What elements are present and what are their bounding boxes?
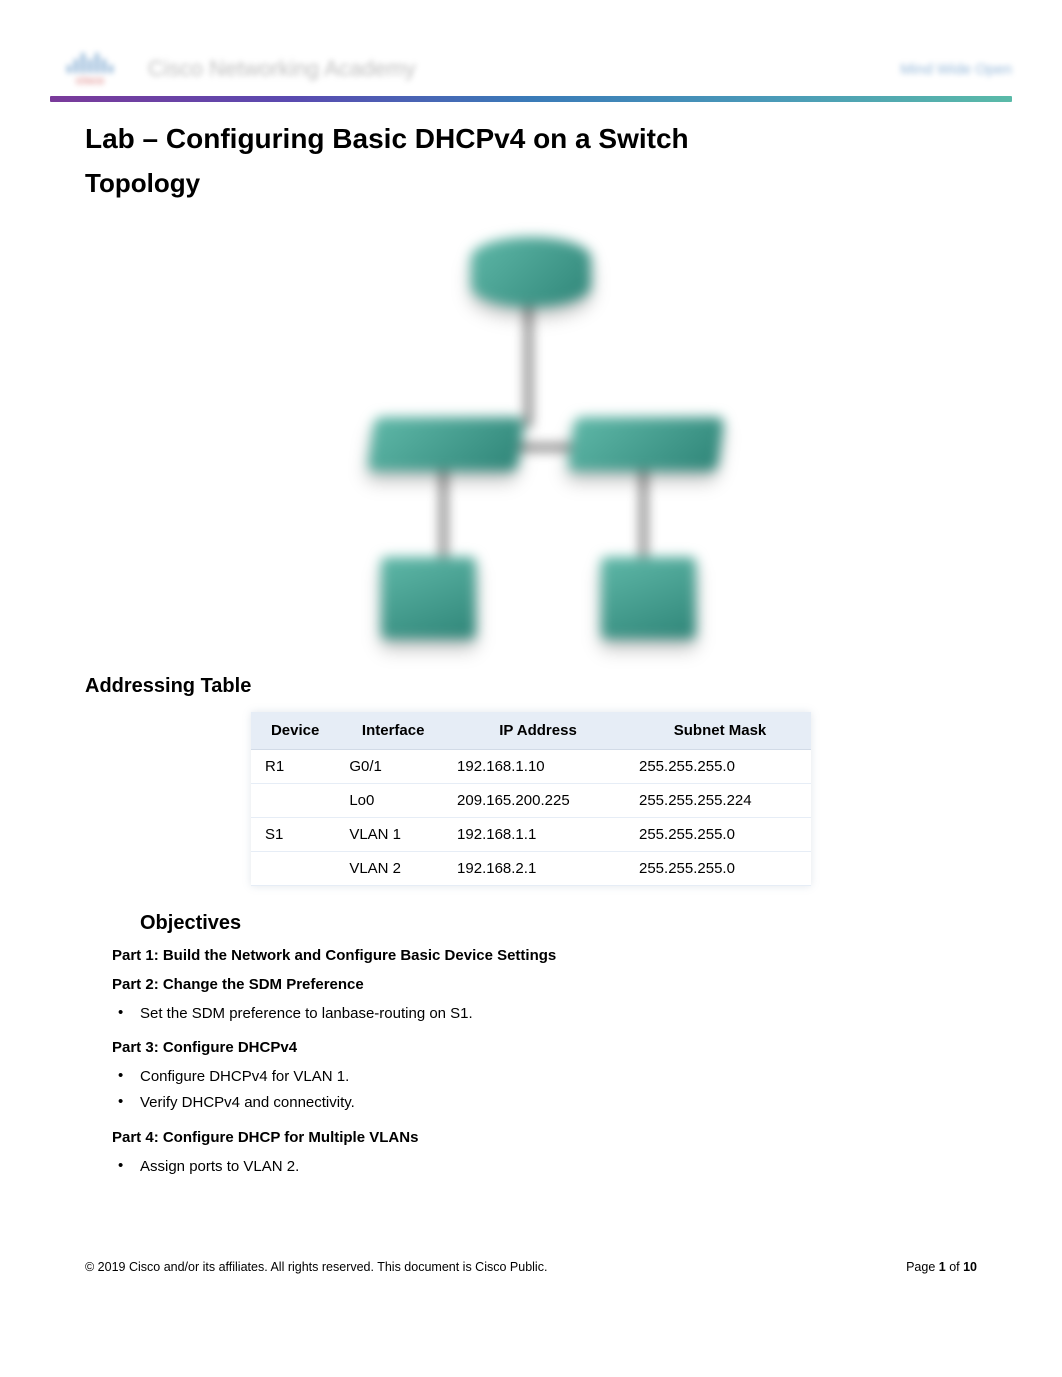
list-item: Assign ports to VLAN 2. (118, 1154, 1012, 1180)
list-item: Verify DHCPv4 and connectivity. (118, 1090, 1012, 1116)
table-row: VLAN 2 192.168.2.1 255.255.255.0 (251, 851, 811, 885)
cisco-logo-bars (67, 51, 113, 73)
cell-interface: VLAN 1 (339, 817, 447, 851)
topology-node-switch (367, 417, 525, 471)
addressing-table: Device Interface IP Address Subnet Mask … (251, 712, 811, 886)
topology-heading: Topology (50, 168, 1012, 199)
cell-interface: VLAN 2 (339, 851, 447, 885)
cell-ip: 192.168.1.1 (447, 817, 629, 851)
part-4-title: Part 4: Configure DHCP for Multiple VLAN… (50, 1129, 1012, 1146)
topology-link (641, 467, 646, 567)
part-3-items: Configure DHCPv4 for VLAN 1. Verify DHCP… (50, 1064, 1012, 1117)
addressing-table-wrap: Device Interface IP Address Subnet Mask … (50, 712, 1012, 886)
part-2-title: Part 2: Change the SDM Preference (50, 976, 1012, 993)
footer-copyright: © 2019 Cisco and/or its affiliates. All … (85, 1260, 547, 1274)
document-header: cisco Cisco Networking Academy Mind Wide… (50, 40, 1012, 96)
list-item: Set the SDM preference to lanbase-routin… (118, 1001, 1012, 1027)
header-left: cisco Cisco Networking Academy (50, 48, 416, 90)
footer-page-info: Page 1 of 10 (906, 1260, 977, 1274)
cisco-logo-text: cisco (76, 75, 104, 87)
cell-device (251, 783, 339, 817)
cell-mask: 255.255.255.0 (629, 749, 811, 783)
page-current: 1 (939, 1260, 946, 1274)
cell-interface: Lo0 (339, 783, 447, 817)
page-footer: © 2019 Cisco and/or its affiliates. All … (50, 1260, 1012, 1274)
topology-node-pc (381, 557, 476, 639)
list-item: Configure DHCPv4 for VLAN 1. (118, 1064, 1012, 1090)
lab-title: Lab – Configuring Basic DHCPv4 on a Swit… (50, 120, 1012, 158)
cell-mask: 255.255.255.0 (629, 851, 811, 885)
cell-ip: 192.168.1.10 (447, 749, 629, 783)
cell-ip: 192.168.2.1 (447, 851, 629, 885)
cell-device: S1 (251, 817, 339, 851)
header-gradient-bar (50, 96, 1012, 102)
header-tagline: Mind Wide Open (900, 61, 1012, 78)
part-1-title: Part 1: Build the Network and Configure … (50, 947, 1012, 964)
col-interface: Interface (339, 712, 447, 750)
part-2-items: Set the SDM preference to lanbase-routin… (50, 1001, 1012, 1027)
topology-node-pc (601, 557, 696, 639)
topology-diagram (331, 217, 731, 647)
table-row: S1 VLAN 1 192.168.1.1 255.255.255.0 (251, 817, 811, 851)
cell-device (251, 851, 339, 885)
cell-interface: G0/1 (339, 749, 447, 783)
cell-mask: 255.255.255.0 (629, 817, 811, 851)
part-3-title: Part 3: Configure DHCPv4 (50, 1039, 1012, 1056)
objectives-heading: Objectives (50, 912, 1012, 935)
page-of: of (946, 1260, 963, 1274)
academy-title: Cisco Networking Academy (148, 56, 416, 82)
topology-diagram-wrap (50, 199, 1012, 669)
topology-node-router (471, 237, 591, 307)
topology-link (441, 467, 446, 567)
topology-node-switch (567, 417, 725, 471)
cisco-logo: cisco (50, 48, 130, 90)
col-mask: Subnet Mask (629, 712, 811, 750)
addressing-table-heading: Addressing Table (50, 675, 1012, 698)
cell-device: R1 (251, 749, 339, 783)
col-device: Device (251, 712, 339, 750)
table-header-row: Device Interface IP Address Subnet Mask (251, 712, 811, 750)
table-row: Lo0 209.165.200.225 255.255.255.224 (251, 783, 811, 817)
page-root: cisco Cisco Networking Academy Mind Wide… (0, 0, 1062, 1304)
topology-link (526, 297, 531, 427)
part-4-items: Assign ports to VLAN 2. (50, 1154, 1012, 1180)
cell-ip: 209.165.200.225 (447, 783, 629, 817)
col-ip: IP Address (447, 712, 629, 750)
page-label-prefix: Page (906, 1260, 939, 1274)
cell-mask: 255.255.255.224 (629, 783, 811, 817)
page-total: 10 (963, 1260, 977, 1274)
table-row: R1 G0/1 192.168.1.10 255.255.255.0 (251, 749, 811, 783)
